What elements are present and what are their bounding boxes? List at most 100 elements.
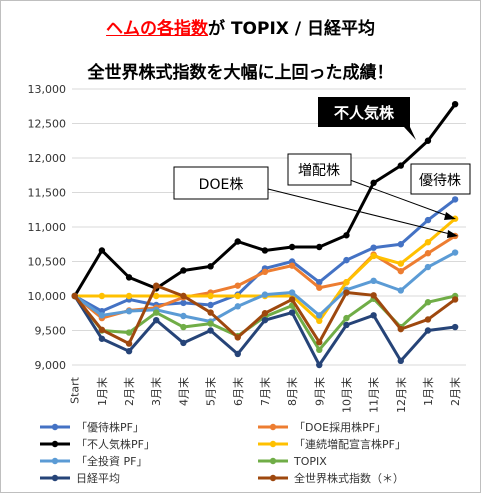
data-point (424, 238, 432, 246)
data-point (424, 299, 432, 306)
data-point (424, 327, 432, 334)
data-point (397, 241, 404, 248)
data-point (288, 262, 296, 269)
data-point (234, 334, 241, 341)
data-point (71, 292, 78, 300)
data-point (180, 312, 187, 320)
y-tick-label: 11,500 (28, 187, 67, 200)
x-tick-label: 2月末 (122, 377, 136, 406)
y-tick-label: 9,500 (35, 325, 67, 338)
annotation-label: 不人気株 (334, 104, 395, 122)
data-point (424, 250, 432, 257)
data-point (207, 320, 214, 327)
legend-swatch-marker (51, 440, 59, 448)
legend-label: TOPIX (293, 455, 327, 468)
data-point (153, 282, 160, 289)
data-point (180, 323, 187, 331)
y-tick-label: 13,000 (28, 83, 67, 96)
data-point (261, 291, 269, 298)
data-point (343, 256, 350, 264)
data-point (343, 232, 350, 239)
data-point (180, 339, 187, 347)
data-point (316, 339, 323, 346)
y-tick-label: 12,500 (28, 118, 67, 131)
legend-swatch-marker (269, 474, 277, 482)
annotation-box (173, 166, 269, 200)
data-point (288, 243, 296, 251)
data-point (397, 162, 404, 169)
data-point (316, 243, 323, 251)
x-tick-label: 1月末 (421, 377, 435, 406)
x-tick-label: 8月末 (285, 377, 299, 406)
x-tick-label: 6月末 (231, 377, 245, 406)
chart-title-rest: が TOPIX / 日経平均 (208, 19, 375, 39)
chart-title-highlight: ヘムの各指数 (106, 19, 209, 39)
annotation-box (318, 97, 410, 127)
data-point (370, 292, 377, 299)
data-point (180, 299, 187, 307)
annotation-arrow (349, 179, 449, 217)
data-point (153, 316, 160, 324)
y-tick-label: 11,000 (28, 221, 67, 234)
data-point (397, 287, 404, 294)
data-point (261, 247, 269, 254)
x-tick-label: 10月末 (339, 377, 353, 413)
data-point (451, 196, 459, 203)
data-point (343, 314, 350, 322)
data-point (125, 348, 133, 355)
data-point (261, 268, 269, 276)
data-point (153, 309, 160, 316)
x-tick-label: 4月末 (176, 377, 190, 406)
x-tick-label: 7月末 (258, 377, 272, 406)
data-point (207, 292, 214, 300)
data-point (98, 312, 106, 319)
annotation-label: 優待株 (419, 173, 461, 189)
data-point (316, 361, 323, 369)
data-point (343, 289, 350, 296)
data-point (316, 317, 323, 325)
annotation-pointer (404, 127, 416, 140)
data-point (125, 292, 133, 300)
x-tick-label: 2月末 (448, 377, 462, 406)
x-tick-label: 3月末 (149, 377, 163, 406)
annotation-arrowhead (447, 230, 458, 238)
annotation-arrowhead (444, 212, 456, 220)
legend-label: 「優待株PF」 (76, 420, 144, 434)
legend-swatch-marker (51, 423, 59, 431)
data-point (261, 310, 269, 317)
data-point (207, 263, 214, 270)
data-point (98, 292, 106, 300)
legend-swatch-marker (51, 474, 59, 482)
data-point (288, 309, 296, 316)
data-point (370, 252, 377, 260)
y-tick-label: 10,500 (28, 256, 67, 269)
data-point (424, 137, 432, 144)
data-point (316, 284, 323, 291)
data-point (370, 277, 377, 285)
data-point (125, 307, 133, 315)
data-point (180, 292, 187, 300)
data-point (451, 323, 459, 331)
data-point (424, 316, 432, 323)
data-point (316, 279, 323, 286)
data-point (397, 267, 404, 275)
data-point (343, 321, 350, 329)
data-point (451, 249, 459, 256)
data-point (261, 316, 269, 324)
data-point (316, 312, 323, 319)
legend-swatch-marker (269, 423, 277, 431)
legend-label: 「DOE採用株PF」 (294, 420, 386, 434)
data-point (98, 326, 106, 334)
data-point (397, 260, 404, 267)
data-point (98, 335, 106, 342)
data-point (207, 327, 214, 334)
data-point (316, 346, 323, 354)
x-tick-label: 9月末 (312, 377, 326, 406)
data-point (288, 296, 296, 303)
data-point (451, 100, 459, 108)
legend-label: 全世界株式指数（＊） (294, 471, 404, 485)
legend-swatch-marker (269, 457, 277, 465)
chart-title-line1: ヘムの各指数が TOPIX / 日経平均 (0, 14, 481, 39)
legend-label: 「全投資 PF」 (76, 454, 147, 468)
data-point (370, 244, 377, 251)
